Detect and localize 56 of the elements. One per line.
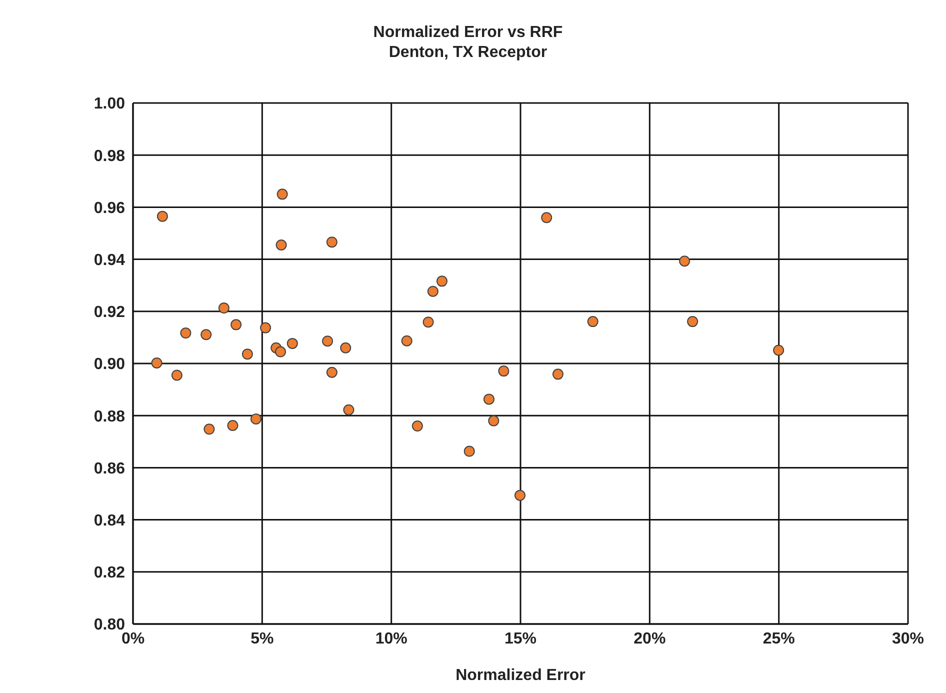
point [343, 404, 354, 416]
point [679, 256, 690, 267]
x-tick-label: 10% [375, 630, 408, 648]
y-tick-label: 0.98 [94, 148, 126, 165]
point [260, 322, 272, 334]
point [276, 188, 288, 200]
x-tick-label: 25% [762, 630, 795, 648]
point [156, 210, 168, 222]
point [587, 316, 598, 328]
point [276, 239, 287, 250]
y-tick-label: 0.86 [94, 460, 126, 478]
point [498, 366, 510, 377]
y-tick-label: 0.88 [94, 408, 126, 426]
point [326, 236, 338, 248]
point [286, 338, 298, 349]
x-axis-title: Normalized Error [456, 667, 586, 684]
point [227, 420, 238, 431]
x-tick-label: 5% [250, 630, 274, 648]
y-tick-label: 0.82 [94, 564, 126, 582]
point [151, 357, 162, 368]
point [436, 276, 448, 287]
point [204, 424, 215, 435]
point [242, 348, 253, 360]
point [230, 319, 242, 330]
x-tick-label: 30% [892, 630, 924, 648]
y-tick-label: 0.92 [94, 304, 126, 322]
point [422, 316, 434, 328]
point [275, 346, 286, 358]
point [488, 415, 500, 426]
point [483, 394, 494, 405]
point [773, 344, 784, 356]
point [541, 212, 552, 224]
point [687, 316, 698, 328]
point [340, 342, 352, 354]
point [250, 413, 262, 424]
y-tick-label: 0.94 [94, 252, 126, 269]
point [412, 420, 423, 432]
point [401, 335, 412, 346]
point [427, 286, 438, 297]
x-tick-label: 20% [634, 630, 666, 648]
point [322, 336, 334, 347]
point [200, 329, 212, 340]
point [326, 366, 338, 378]
chart-title: Normalized Error vs RRF [372, 24, 564, 42]
y-tick-label: 0.84 [94, 512, 126, 530]
point [218, 302, 230, 314]
point [171, 370, 182, 381]
point [464, 446, 475, 457]
y-tick-label: 1.00 [94, 96, 126, 113]
point [514, 490, 526, 501]
x-tick-label: 15% [504, 630, 537, 648]
chart-subtitle: Denton, TX Receptor [388, 44, 548, 62]
point [552, 368, 564, 380]
y-tick-label: 0.90 [94, 356, 126, 374]
point [180, 328, 192, 339]
y-tick-label: 0.96 [94, 200, 126, 217]
